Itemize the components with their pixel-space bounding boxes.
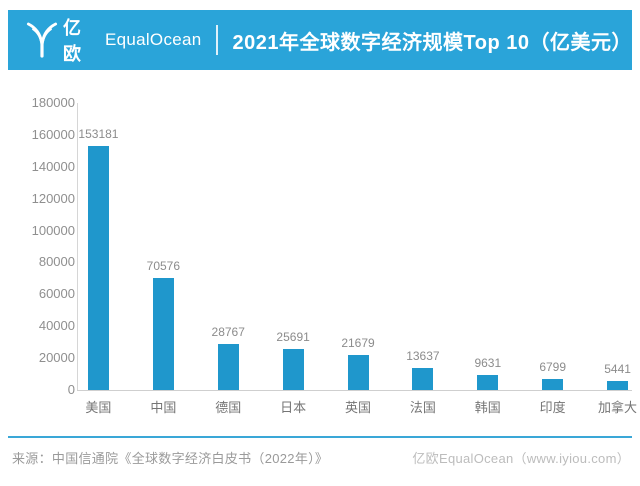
bar-value-label: 28767 (211, 325, 245, 340)
bar-value-label: 153181 (78, 126, 119, 141)
x-category-label: 德国 (215, 400, 242, 415)
brand-logo: 亿欧 EqualOcean (26, 14, 202, 66)
chart-title: 2021年全球数字经济规模Top 10（亿美元） (232, 31, 632, 54)
footer-divider (8, 436, 632, 438)
bar-column: 21679 英国 (326, 103, 391, 415)
bar (412, 368, 434, 390)
y-tick-label: 20000 (38, 350, 75, 366)
bar-column: 13637 法国 (390, 103, 455, 415)
bar-column: 153181 美国 (66, 103, 131, 415)
y-tick-label: 80000 (38, 254, 75, 270)
bar (347, 355, 369, 390)
y-tick-label: 40000 (38, 318, 75, 334)
brand-name-cn: 亿欧 (63, 18, 82, 64)
bar-column: 9631 韩国 (455, 103, 520, 415)
bar-chart: 180000 160000 140000 120000 100000 80000 60000… (30, 95, 637, 425)
x-category-label: 印度 (539, 400, 566, 415)
bar-value-label: 13637 (406, 349, 440, 364)
footer-brand-text: 亿欧EqualOcean（www.iyiou.com） (412, 451, 630, 466)
bar-column: 5441 加拿大 (585, 103, 640, 415)
bar (477, 374, 499, 390)
bars-area: 153181 美国 70576 中国 28767 德国 25691 日本 21679 英国 1363… (66, 103, 640, 416)
y-axis-line (77, 103, 78, 391)
bar-value-label: 9631 (474, 355, 502, 370)
x-category-label: 中国 (150, 400, 177, 415)
y-tick-label: 180000 (31, 95, 75, 110)
x-category-label: 英国 (344, 400, 371, 415)
x-category-label: 美国 (85, 400, 112, 415)
x-axis-line (77, 390, 632, 391)
bar (217, 344, 239, 390)
footer: 来源：中国信通院《全球数字经济白皮书（2022年）》 亿欧EqualOcean（… (12, 448, 630, 467)
x-category-label: 韩国 (474, 400, 501, 415)
bar-value-label: 25691 (276, 330, 310, 344)
bar-value-label: 21679 (341, 336, 375, 351)
y-tick-label: 120000 (31, 190, 75, 206)
y-tick-label: 160000 (31, 126, 75, 142)
bar-column: 25691 日本 (261, 103, 326, 415)
y-tick-label: 100000 (31, 222, 75, 238)
bar (282, 349, 304, 390)
bar-column: 28767 德国 (196, 103, 261, 415)
bar-value-label: 5441 (604, 362, 631, 377)
equalocean-logo-icon (26, 22, 58, 58)
header-divider (215, 25, 218, 55)
bar-value-label: 70576 (146, 258, 181, 273)
brand-name-en: EqualOcean (104, 30, 202, 49)
x-category-label: 法国 (409, 400, 436, 415)
y-tick-label: 0 (67, 382, 75, 397)
bar-column: 70576 中国 (131, 103, 196, 416)
x-category-label: 日本 (280, 400, 307, 415)
bar (87, 145, 109, 390)
bar (542, 379, 564, 390)
bar (607, 381, 629, 390)
bar-column: 6799 印度 (520, 103, 585, 415)
bar-value-label: 6799 (539, 360, 567, 375)
source-text: 来源：中国信通院《全球数字经济白皮书（2022年）》 (12, 451, 329, 466)
y-tick-label: 60000 (38, 286, 75, 302)
y-tick-label: 140000 (31, 158, 75, 174)
x-category-label: 加拿大 (598, 400, 638, 415)
bar (152, 277, 174, 390)
header-banner: 亿欧 EqualOcean 2021年全球数字经济规模Top 10（亿美元） (8, 10, 632, 70)
